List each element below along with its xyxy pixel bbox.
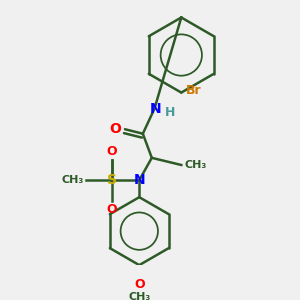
Text: N: N — [134, 173, 145, 187]
Text: CH₃: CH₃ — [185, 160, 207, 170]
Text: S: S — [107, 173, 118, 187]
Text: CH₃: CH₃ — [128, 292, 150, 300]
Text: O: O — [110, 122, 122, 136]
Text: O: O — [106, 145, 117, 158]
Text: H: H — [165, 106, 176, 119]
Text: N: N — [150, 102, 161, 116]
Text: CH₃: CH₃ — [61, 175, 84, 185]
Text: O: O — [134, 278, 145, 291]
Text: O: O — [106, 202, 117, 215]
Text: Br: Br — [186, 84, 201, 97]
